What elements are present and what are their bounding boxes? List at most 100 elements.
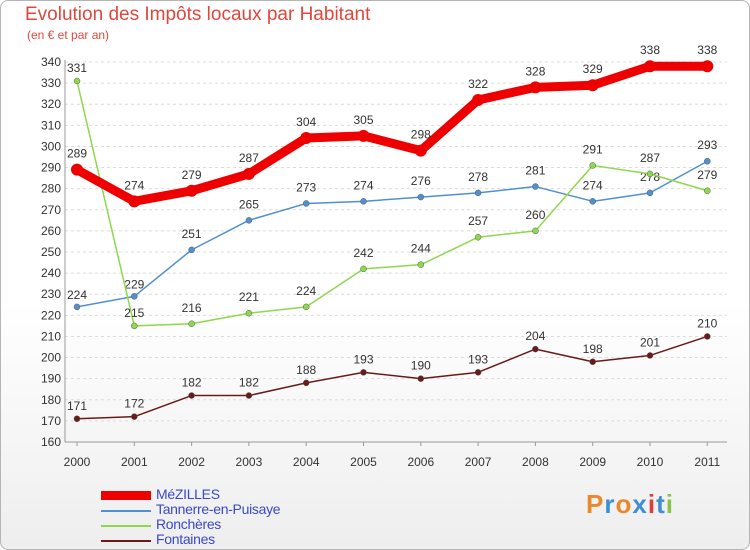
data-point (360, 369, 367, 376)
data-label: 242 (353, 246, 373, 260)
data-label: 291 (583, 142, 603, 156)
data-label: 274 (124, 178, 144, 192)
x-tick-label: 2002 (178, 455, 205, 469)
data-label: 257 (468, 214, 488, 228)
data-label: 304 (296, 115, 316, 129)
data-label: 322 (468, 77, 488, 91)
x-tick-label: 2000 (64, 455, 91, 469)
y-tick-label: 200 (41, 351, 61, 365)
data-label: 293 (697, 138, 717, 152)
data-label: 193 (353, 352, 373, 366)
data-point (704, 157, 711, 165)
y-tick-label: 340 (41, 55, 61, 69)
y-tick-label: 250 (41, 245, 61, 259)
logo-letter: r (604, 489, 616, 519)
data-label: 224 (67, 288, 87, 302)
data-point (589, 358, 596, 366)
data-point (529, 81, 542, 94)
series-line (72, 61, 712, 206)
y-tick-label: 160 (41, 435, 61, 449)
data-point (474, 189, 482, 197)
data-point (73, 303, 81, 311)
x-tick-label: 2006 (407, 455, 434, 469)
chart-subtitle: (en € et par an) (27, 28, 110, 42)
data-point (245, 217, 253, 224)
data-point (414, 144, 427, 157)
data-point (644, 60, 656, 73)
data-point (589, 198, 596, 205)
data-point (646, 189, 654, 197)
data-label: 274 (353, 178, 373, 192)
data-label: 274 (583, 178, 603, 192)
data-label: 229 (124, 277, 144, 291)
legend-swatch (101, 540, 151, 542)
data-label: 338 (640, 43, 660, 57)
data-label: 279 (182, 168, 202, 182)
y-tick-label: 170 (41, 414, 61, 428)
data-label: 289 (67, 147, 87, 161)
data-point (586, 79, 599, 92)
data-label: 216 (182, 301, 202, 315)
legend-swatch (101, 510, 151, 512)
y-tick-label: 300 (41, 139, 61, 153)
y-tick-label: 330 (41, 76, 61, 90)
logo-letter: i (647, 489, 657, 519)
y-tick-label: 190 (41, 372, 61, 386)
y-tick-label: 180 (41, 393, 61, 407)
data-point (532, 183, 539, 190)
line-chart: 160 170 180 190 200 210 220 230 240 250 260 270 280 2… (41, 43, 727, 469)
data-point (532, 227, 539, 235)
data-label: 328 (525, 64, 545, 78)
series-ronch-res: 331 215 216 221 224 242 244 257 260 291 287 279 (67, 61, 718, 330)
data-label: 182 (182, 376, 202, 390)
x-tick-label: 2009 (579, 455, 606, 469)
proxiti-logo: Proxiti (586, 489, 674, 520)
data-point (704, 333, 711, 340)
data-point (417, 261, 425, 268)
y-tick-label: 270 (41, 203, 61, 217)
logo-letter: P (586, 489, 605, 519)
y-tick-label: 230 (41, 287, 61, 301)
data-point (357, 129, 370, 142)
data-label: 215 (124, 306, 144, 320)
data-point (532, 345, 539, 353)
legend-label: MéZILLES (156, 486, 220, 502)
data-label: 190 (411, 359, 431, 373)
logo-letter: o (615, 489, 633, 519)
data-point (474, 369, 482, 376)
data-label: 182 (239, 376, 259, 390)
data-label: 244 (411, 242, 431, 256)
data-point (300, 132, 313, 144)
data-label: 201 (640, 335, 660, 349)
x-tick-label: 2011 (694, 455, 720, 469)
data-point (704, 187, 711, 195)
data-point (242, 167, 255, 180)
series-tannerre-en-puisaye: 224229251265273274276278281274278293 (67, 138, 718, 311)
x-tick-label: 2008 (522, 455, 549, 469)
data-point (360, 198, 367, 205)
logo-letter: x (632, 489, 648, 519)
data-point (589, 162, 596, 169)
data-point (417, 375, 425, 382)
y-tick-label: 260 (41, 224, 61, 238)
logo-letter: i (665, 489, 674, 519)
y-tick-label: 310 (41, 118, 61, 132)
series-line (76, 335, 709, 420)
data-label: 172 (124, 397, 144, 411)
data-label: 260 (525, 208, 545, 222)
data-label: 224 (296, 284, 316, 298)
data-point (131, 293, 138, 300)
legend-swatch (101, 491, 151, 500)
data-point (188, 246, 195, 254)
data-point (472, 94, 485, 106)
data-point (417, 193, 425, 201)
data-point (474, 233, 482, 241)
data-label: 251 (182, 227, 202, 241)
data-point (245, 309, 253, 317)
x-tick-label: 2010 (637, 455, 664, 469)
data-label: 276 (411, 174, 431, 188)
data-label: 193 (468, 352, 488, 366)
data-point (73, 77, 81, 85)
x-tick-label: 2003 (236, 455, 263, 469)
